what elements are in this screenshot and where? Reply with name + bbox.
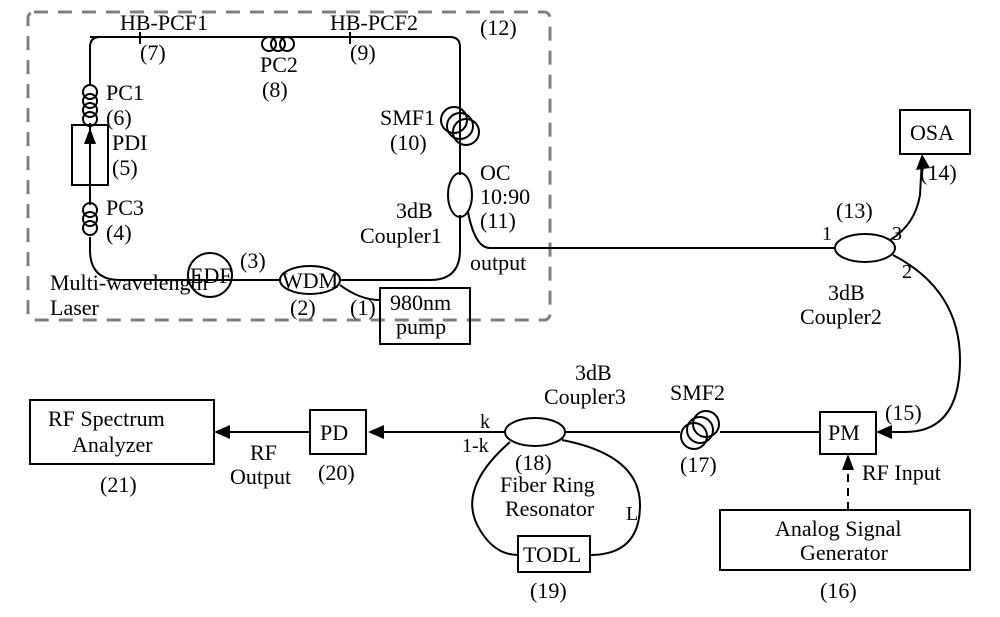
- frr-label1: Fiber Ring: [500, 472, 595, 497]
- asg-num: (16): [820, 578, 857, 603]
- hbpcf1-num: (7): [140, 40, 166, 65]
- hbpcf2-num: (9): [350, 40, 376, 65]
- smf2-label: SMF2: [670, 380, 725, 405]
- pd-in-arrow-head: [368, 425, 384, 439]
- cpl3-L: L: [626, 503, 638, 525]
- todl-num: (19): [530, 578, 567, 603]
- hbpcf2-label: HB-PCF2: [330, 10, 418, 35]
- pd-num: (20): [318, 460, 355, 485]
- rf-input-label: RF Input: [862, 460, 941, 485]
- rfa-num: (21): [100, 472, 137, 497]
- oc-icon: [448, 173, 472, 217]
- oc-label-2: 10:90: [480, 184, 530, 209]
- cpl2-icon: [835, 234, 895, 262]
- wdm-label: WDM: [282, 268, 338, 293]
- pump-label-2: pump: [396, 314, 446, 339]
- pc1-coil-icon: [83, 85, 97, 126]
- rf-out-1: RF: [250, 440, 277, 465]
- pc2-coil-icon: [262, 37, 294, 51]
- pdi-label: PDI: [112, 130, 147, 155]
- cpl1-label-2: Coupler1: [360, 223, 442, 248]
- pm-num: (15): [885, 400, 922, 425]
- pm-label: PM: [828, 420, 860, 445]
- pc2-num: (8): [262, 77, 288, 102]
- hbpcf1-label: HB-PCF1: [120, 10, 208, 35]
- mwl-label1: Multi-wavelength: [50, 270, 208, 295]
- pm-arrow-head: [876, 425, 892, 439]
- oc-num: (11): [480, 208, 516, 233]
- rf-out-2: Output: [230, 464, 291, 489]
- rfa-label1: RF Spectrum: [48, 406, 165, 431]
- pc1-num: (6): [106, 105, 132, 130]
- pdi-num: (5): [112, 155, 138, 180]
- todl-label: TODL: [523, 542, 581, 567]
- asg-arrow-head: [842, 454, 854, 470]
- osa-label: OSA: [910, 120, 954, 145]
- rfa-in-arrow-head: [214, 425, 230, 439]
- smf2-coil-icon: [681, 411, 719, 449]
- pc3-label: PC3: [106, 195, 144, 220]
- frr-label2: Resonator: [505, 496, 595, 521]
- pc3-coil-icon: [83, 203, 97, 235]
- cpl2-p1: 1: [822, 223, 832, 245]
- cpl1-output: output: [470, 250, 526, 275]
- pc1-label: PC1: [106, 80, 144, 105]
- cpl1-label-1: 3dB: [396, 198, 433, 223]
- asg-label2: Generator: [800, 540, 889, 565]
- cpl2-label-1: 3dB: [828, 280, 865, 305]
- mwl-num: (12): [480, 15, 517, 40]
- oc-label-1: OC: [480, 160, 511, 185]
- smf1-num: (10): [390, 130, 427, 155]
- pc3-num: (4): [106, 220, 132, 245]
- wdm-num: (2): [290, 295, 316, 320]
- cpl3-k: k: [480, 411, 490, 433]
- rfa-label2: Analyzer: [72, 432, 153, 457]
- pd-label: PD: [320, 420, 348, 445]
- cpl3-label-1: 3dB: [575, 360, 612, 385]
- smf1-label: SMF1: [380, 105, 435, 130]
- pdi-arrow-head: [84, 128, 96, 144]
- cpl3-omk: 1-k: [462, 435, 489, 457]
- cpl3-label-2: Coupler3: [544, 384, 626, 409]
- schematic-diagram: PC3 (4) PDI (5) PC1 (6) HB-PCF1 (7) PC2 …: [0, 0, 1000, 617]
- edf-num: (3): [240, 248, 266, 273]
- cpl3-icon: [505, 418, 565, 446]
- cpl2-num: (13): [836, 198, 873, 223]
- pc2-label: PC2: [260, 52, 298, 77]
- cpl2-label-2: Coupler2: [800, 304, 882, 329]
- smf2-num: (17): [680, 452, 717, 477]
- asg-label1: Analog Signal: [775, 516, 902, 541]
- pump-label-1: 980nm: [390, 290, 451, 315]
- mwl-label2: Laser: [50, 295, 100, 320]
